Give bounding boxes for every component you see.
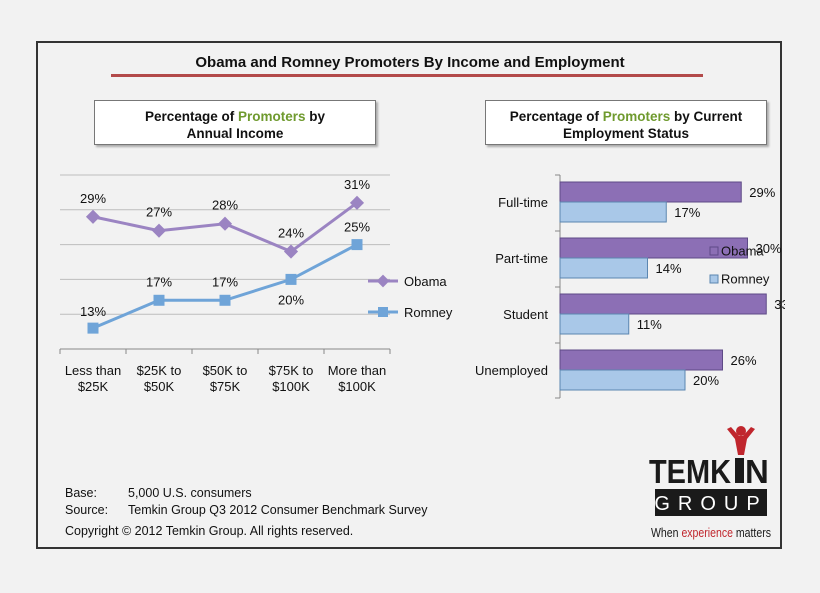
logo-figure-head <box>736 426 746 436</box>
romney-bar <box>559 257 648 279</box>
romney-point <box>219 294 231 306</box>
legend-label: Obama <box>721 244 764 259</box>
income-title-part2: Promoters <box>237 109 306 124</box>
category-label: Unemployed <box>475 363 548 378</box>
logo-word-temk: TEMK <box>649 453 731 490</box>
logo-letter-i <box>735 458 744 483</box>
logo-tagline: When experience matters <box>651 526 771 540</box>
income-title-part3: by <box>305 109 326 124</box>
data-label: 17% <box>146 274 172 289</box>
legend-swatch-obama <box>709 246 719 256</box>
temkin-logo-graphic: TEMK N GROUP When experience matters <box>649 426 771 540</box>
data-label: 29% <box>80 191 106 206</box>
footer-source-value: Temkin Group Q3 2012 Consumer Benchmark … <box>128 503 428 517</box>
bar-value-label: 26% <box>731 353 757 368</box>
employment-title-part3: by Current <box>670 109 743 124</box>
legend-label: Romney <box>404 305 453 320</box>
logo-group-band <box>655 489 767 516</box>
data-label: 24% <box>278 226 304 241</box>
logo-word-group: GROUP <box>654 493 767 515</box>
obama-bar <box>559 237 748 259</box>
bar-value-label: 17% <box>674 205 700 220</box>
data-label: 27% <box>146 205 172 220</box>
romney-bar <box>559 313 630 335</box>
x-tick-label: $75K to $100K <box>269 363 314 394</box>
obama-point <box>217 216 233 231</box>
data-label: 31% <box>344 177 370 192</box>
x-tick-label: $50K to $75K <box>203 363 248 394</box>
data-label: 20% <box>278 292 304 307</box>
category-label: Student <box>503 307 548 322</box>
romney-bar <box>559 369 686 391</box>
main-title: Obama and Romney Promoters By Income and… <box>195 54 625 71</box>
obama-point <box>349 195 365 210</box>
employment-title-part4: Employment Status <box>562 126 690 141</box>
bar-value-label: 33% <box>774 297 785 312</box>
bar-value-label: 20% <box>693 373 719 388</box>
income-title-part4: Annual Income <box>186 126 284 141</box>
legend-label: Romney <box>721 272 770 287</box>
income-title-part1: Percentage of <box>144 109 238 124</box>
data-label: 28% <box>212 198 238 213</box>
footer-base-label: Base: <box>65 486 97 500</box>
obama-point <box>151 223 167 238</box>
obama-point <box>85 209 101 224</box>
obama-bar <box>559 293 767 315</box>
employment-chart-title: Percentage of Promoters by Current Emplo… <box>485 100 767 145</box>
logo-figure-body <box>727 427 755 455</box>
x-tick-label: $25K to $50K <box>137 363 182 394</box>
income-chart-title: Percentage of Promoters by Annual Income <box>94 100 376 145</box>
employment-title-part1: Percentage of <box>509 109 603 124</box>
logo-word-n: N <box>745 453 769 490</box>
footer-source-label: Source: <box>65 503 109 517</box>
temkin-group-logo: TEMK N GROUP When experience matters <box>647 425 773 547</box>
bar-value-label: 11% <box>637 317 662 332</box>
data-label: 17% <box>212 274 238 289</box>
x-tick-label: Less than $25K <box>65 363 121 394</box>
bar-value-label: 30% <box>756 241 782 256</box>
employment-title-part2: Promoters <box>602 109 671 124</box>
legend-marker-romney <box>378 307 388 317</box>
x-tick-label: More than $100K <box>328 363 387 394</box>
bar-value-label: 14% <box>656 261 682 276</box>
obama-bar <box>559 181 742 203</box>
romney-point <box>351 239 363 251</box>
romney-bar <box>559 201 667 223</box>
legend-marker-obama <box>376 274 390 288</box>
title-rule <box>111 74 703 77</box>
obama-point <box>283 244 299 259</box>
employment-bar-chart: Full-time 29% 17% Part-time 30% 14% Student 33%… <box>475 174 785 399</box>
category-label: Full-time <box>498 195 548 210</box>
footer-base-value: 5,000 U.S. consumers <box>128 486 252 500</box>
bar-value-label: 29% <box>749 185 775 200</box>
obama-bar <box>559 349 723 371</box>
romney-point <box>153 294 165 306</box>
category-label: Part-time <box>495 251 548 266</box>
footer-copyright: Copyright © 2012 Temkin Group. All right… <box>65 524 354 538</box>
legend-label: Obama <box>404 274 447 289</box>
income-line-chart: Less than $25K $25K to $50K $50K to $75K $75K … <box>59 174 453 394</box>
legend-swatch-romney <box>709 274 719 284</box>
data-label: 13% <box>80 304 106 319</box>
romney-point <box>285 273 297 285</box>
data-label: 25% <box>344 220 370 235</box>
romney-point <box>87 322 99 334</box>
